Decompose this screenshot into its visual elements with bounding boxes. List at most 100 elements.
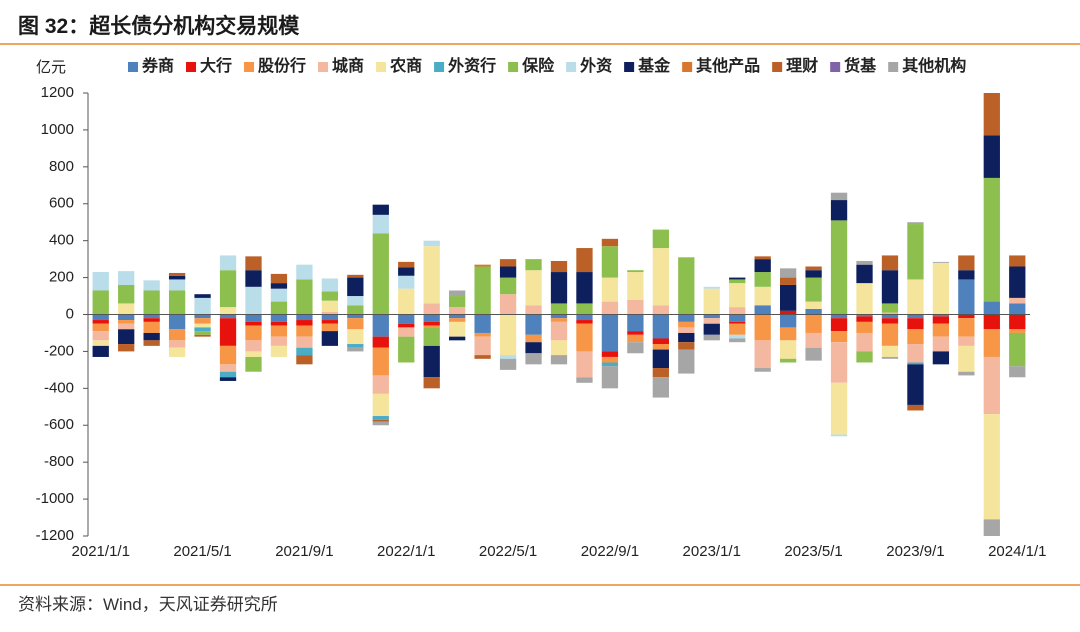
bar-segment (423, 345, 440, 378)
bar-segment (576, 377, 593, 383)
bar-segment (932, 262, 950, 315)
bar-segment (143, 314, 160, 319)
bar-segment (92, 272, 109, 291)
bar-segment (907, 318, 924, 330)
legend-swatch (128, 62, 138, 72)
bar-segment (779, 277, 797, 285)
bar-segment (321, 311, 339, 315)
bar-segment (703, 318, 720, 324)
bar-segment (118, 284, 135, 304)
bar-segment (601, 246, 619, 278)
bar-segment (805, 332, 822, 348)
bar-segment (499, 355, 517, 359)
bar-segment (194, 318, 211, 324)
bar-segment (372, 214, 389, 234)
bar-segment (118, 271, 135, 285)
bar-segment (118, 323, 135, 330)
bar-segment (678, 321, 695, 328)
bar-segment (958, 279, 975, 315)
y-axis-label: 亿元 (36, 59, 66, 76)
bar-segment (499, 294, 517, 315)
bar-segment (423, 321, 440, 326)
bar-segment (729, 338, 746, 343)
bar-segment (118, 329, 135, 345)
bar-segment (92, 290, 109, 315)
bar-segment (983, 177, 1000, 302)
bar-segment (321, 320, 339, 324)
bar-segment (245, 321, 262, 326)
legend-swatch (186, 62, 197, 72)
bar-segment (194, 334, 211, 337)
bar-segment (168, 340, 186, 348)
bar-segment (881, 312, 899, 315)
bar-segment (881, 303, 899, 313)
bar-segment (372, 347, 389, 376)
bar-segment (678, 327, 695, 333)
bar-segment (372, 233, 389, 315)
legend-swatch (244, 62, 255, 72)
bar-segment (270, 283, 288, 289)
bar-segment (652, 229, 669, 249)
legend-swatch (772, 62, 783, 72)
y-tick-label: -400 (44, 379, 74, 396)
bar-segment (907, 362, 924, 365)
bar-segment (296, 320, 313, 326)
legend-swatch (830, 62, 841, 72)
bar-segment (143, 318, 160, 322)
bar-segment (168, 290, 186, 315)
bar-segment (958, 371, 975, 376)
bar-segment (779, 284, 797, 311)
bars (92, 93, 1026, 536)
bar-segment (881, 345, 899, 357)
legend-label: 股份行 (258, 56, 306, 75)
bar-segment (907, 344, 924, 363)
bar-segment (168, 347, 186, 357)
bar-segment (1009, 303, 1026, 315)
bar-segment (881, 255, 899, 271)
bar-segment (143, 280, 160, 291)
bar-segment (627, 314, 644, 332)
bar-segment (449, 296, 466, 308)
bar-segment (92, 314, 109, 321)
y-tick-label: 0 (66, 305, 74, 322)
bar-segment (296, 347, 313, 356)
bar-segment (347, 344, 364, 348)
x-tick-label: 2021/1/1 (72, 543, 130, 560)
bar-segment (92, 340, 109, 346)
bar-segment (347, 329, 364, 345)
bar-segment (627, 331, 644, 335)
bar-segment (729, 277, 746, 280)
bar-segment (219, 371, 237, 378)
bar-segment (983, 356, 1000, 415)
bar-segment (398, 314, 415, 324)
bar-segment (576, 303, 593, 315)
legend-label: 大行 (200, 56, 232, 75)
bar-segment (118, 303, 135, 315)
bar-segment (601, 277, 619, 302)
bar-segment (932, 261, 950, 263)
bar-segment (372, 421, 389, 426)
bar-segment (983, 135, 1000, 178)
bar-segment (856, 260, 873, 265)
bar-segment (118, 314, 135, 321)
bar-segment (143, 321, 160, 333)
bar-segment (525, 353, 542, 365)
bar-segment (627, 342, 644, 354)
bar-segment (550, 321, 568, 341)
bar-segment (525, 314, 542, 335)
bar-segment (830, 342, 848, 383)
bar-segment (398, 323, 415, 328)
bar-segment (219, 255, 237, 271)
bar-segment (830, 200, 848, 221)
bar-segment (754, 256, 771, 260)
bar-segment (601, 314, 619, 352)
bar-segment (550, 318, 568, 322)
bar-segment (296, 336, 313, 348)
bar-segment (219, 377, 237, 381)
bar-segment (550, 355, 568, 365)
bar-segment (907, 224, 924, 280)
bar-segment (576, 272, 593, 304)
y-tick-label: -800 (44, 453, 74, 470)
bar-segment (372, 204, 389, 215)
bar-segment (652, 344, 669, 350)
